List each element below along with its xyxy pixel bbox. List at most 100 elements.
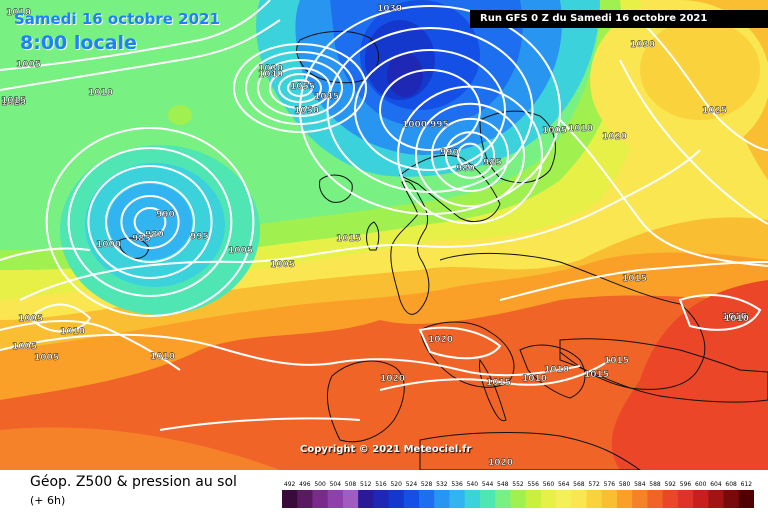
legend-tick-label: 592 bbox=[665, 481, 677, 488]
pressure-label: 1020 bbox=[380, 374, 405, 384]
pressure-labels: 1010 103010301005101010201015103010551045… bbox=[1, 4, 749, 468]
legend-swatch bbox=[571, 490, 588, 508]
legend-swatch bbox=[449, 490, 466, 508]
pressure-label: 1010 bbox=[60, 327, 85, 337]
pressure-label: 1005 bbox=[542, 126, 567, 136]
pressure-label: 1020 bbox=[602, 132, 627, 142]
legend-tick-label: 584 bbox=[634, 481, 646, 488]
pressure-label: 1025 bbox=[702, 106, 727, 116]
legend-swatch bbox=[540, 490, 557, 508]
copyright: Copyright © 2021 Meteociel.fr bbox=[300, 444, 472, 455]
pressure-label: 1010 bbox=[6, 8, 31, 18]
pressure-label: 995 bbox=[190, 232, 209, 242]
forecast-date: Samedi 16 octobre 2021 bbox=[14, 10, 220, 28]
legend-swatch bbox=[282, 490, 298, 508]
legend-swatch bbox=[525, 490, 542, 508]
pressure-label: 1040 bbox=[258, 70, 283, 80]
run-info: Run GFS 0 Z du Samedi 16 octobre 2021 bbox=[470, 10, 768, 28]
pressure-label: 1020 bbox=[1, 98, 26, 108]
isobars bbox=[0, 0, 768, 431]
legend-swatch bbox=[723, 490, 740, 508]
legend-tick-label: 544 bbox=[482, 481, 494, 488]
pressure-label: 1045 bbox=[314, 92, 339, 102]
legend-tick-label: 552 bbox=[512, 481, 524, 488]
isobar bbox=[0, 247, 91, 261]
legend-swatch bbox=[434, 490, 450, 508]
pressure-label: 985 bbox=[483, 158, 502, 168]
legend-swatch bbox=[586, 490, 603, 508]
map-variable-title: Géop. Z500 & pression au sol bbox=[30, 474, 237, 490]
legend-tick-label: 520 bbox=[390, 481, 402, 488]
legend-tick-label: 572 bbox=[588, 481, 600, 488]
legend-swatch bbox=[479, 490, 496, 508]
pressure-label: 1010 bbox=[522, 374, 547, 384]
pressure-label: 1050 bbox=[294, 106, 319, 116]
pressure-label: 1005 bbox=[270, 260, 295, 270]
legend-tick-label: 548 bbox=[497, 481, 509, 488]
forecast-time: 8:00 locale bbox=[20, 32, 137, 54]
legend-tick-label: 532 bbox=[436, 481, 448, 488]
legend-tick-label: 504 bbox=[330, 481, 342, 488]
legend-swatch bbox=[632, 490, 648, 508]
shade-band bbox=[0, 427, 280, 470]
shade-band bbox=[640, 20, 760, 120]
pressure-label: 1000 bbox=[402, 120, 427, 130]
legend-swatch bbox=[693, 490, 709, 508]
pressure-label: 1005 bbox=[12, 342, 37, 352]
legend-tick-label: 576 bbox=[604, 481, 616, 488]
legend-tick-label: 600 bbox=[695, 481, 707, 488]
isobar bbox=[678, 294, 762, 331]
pressure-label: 1005 bbox=[18, 314, 43, 324]
legend-swatch bbox=[464, 490, 481, 508]
legend-tick-label: 564 bbox=[558, 481, 570, 488]
pressure-label: 1030 bbox=[630, 40, 655, 50]
geopotential-shading bbox=[0, 0, 768, 470]
shade-band bbox=[611, 280, 768, 470]
legend-swatch bbox=[419, 490, 435, 508]
isobar bbox=[133, 207, 167, 237]
legend-tick-label: 588 bbox=[649, 481, 661, 488]
coastline bbox=[419, 432, 641, 470]
isobar bbox=[105, 181, 195, 263]
isobar bbox=[159, 417, 361, 431]
pressure-label: 980 bbox=[456, 164, 475, 174]
pressure-label: 1030 bbox=[258, 64, 283, 74]
legend-tick-label: 596 bbox=[680, 481, 692, 488]
legend-swatch bbox=[616, 490, 633, 508]
shade-band bbox=[168, 105, 192, 125]
pressure-label: 1010 bbox=[722, 312, 747, 322]
pressure-label: 1010 bbox=[544, 365, 569, 375]
coastline bbox=[326, 360, 405, 443]
isobar bbox=[619, 59, 768, 225]
pressure-label: 1015 bbox=[604, 356, 629, 366]
legend-tick-label: 508 bbox=[345, 481, 357, 488]
legend-swatch bbox=[388, 490, 405, 508]
legend-tick-label: 556 bbox=[527, 481, 539, 488]
isobar bbox=[418, 326, 502, 360]
coastline bbox=[319, 174, 353, 203]
map-canvas: 1010 103010301005101010201015103010551045… bbox=[0, 0, 768, 470]
legend-swatch bbox=[677, 490, 694, 508]
legend-swatch bbox=[510, 490, 527, 508]
pressure-label: 1020 bbox=[488, 458, 513, 468]
forecast-step: (+ 6h) bbox=[30, 494, 66, 507]
isobar bbox=[457, 142, 483, 168]
pressure-label: 1055 bbox=[290, 82, 315, 92]
legend-swatch bbox=[556, 490, 572, 508]
color-legend: 492 496 500 504 508 512 516 520 524 528 532 536 540 5… bbox=[282, 481, 754, 508]
pressure-label: 995 bbox=[430, 120, 449, 130]
coastline bbox=[119, 237, 149, 259]
isobar bbox=[245, 51, 355, 125]
pressure-label: 985 bbox=[132, 234, 151, 244]
pressure-label: 1015 bbox=[622, 274, 647, 284]
isobar bbox=[379, 69, 481, 151]
isobar bbox=[67, 147, 233, 297]
isobar bbox=[233, 43, 367, 133]
legend-tick-label: 528 bbox=[421, 481, 433, 488]
isobar bbox=[445, 131, 495, 179]
pressure-label: 990 bbox=[156, 210, 175, 220]
isobar bbox=[0, 19, 281, 91]
pressure-label: 1010 bbox=[568, 124, 593, 134]
legend-tick-label: 492 bbox=[284, 481, 296, 488]
isobar bbox=[120, 195, 180, 249]
